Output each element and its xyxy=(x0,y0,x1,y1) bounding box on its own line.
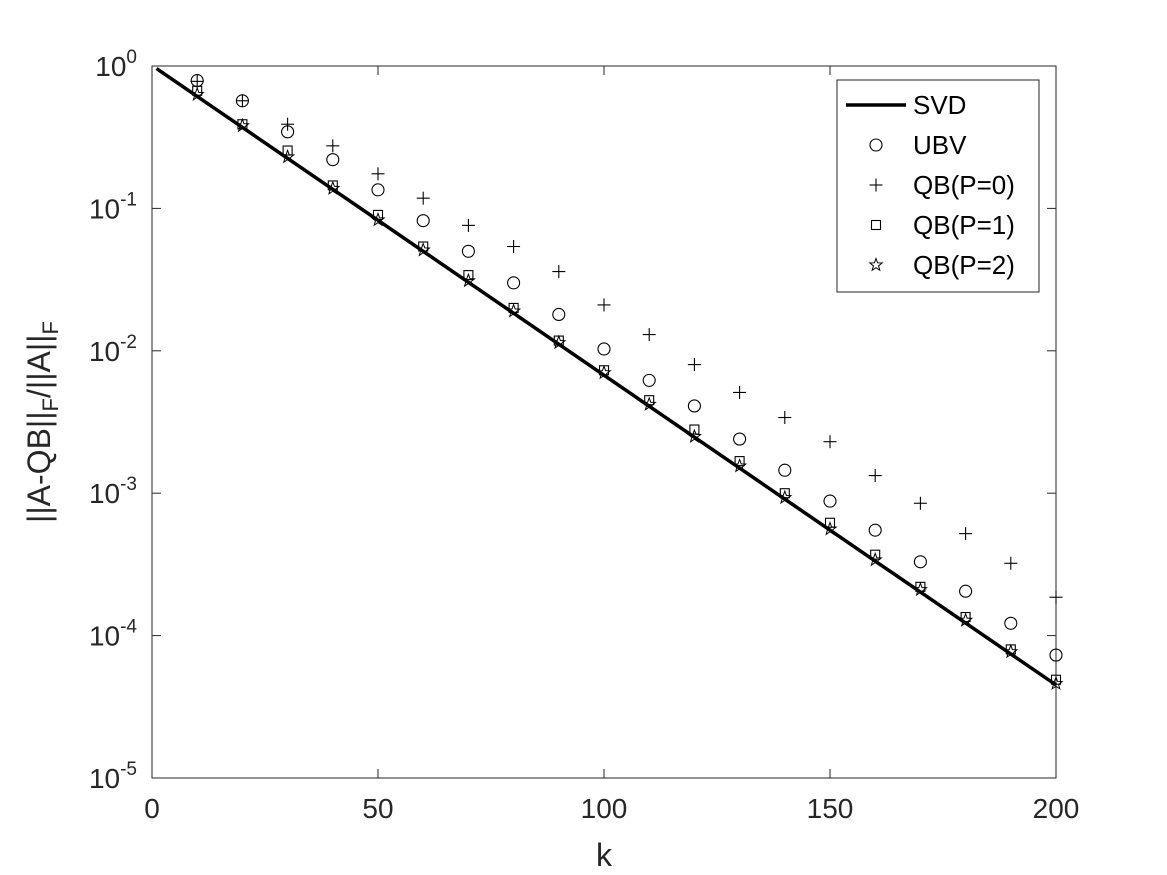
ubv-point xyxy=(507,276,521,290)
ubv-point xyxy=(868,523,882,537)
qb-p-0-point xyxy=(326,139,340,153)
legend-item-qb-p-0: QB(P=0) xyxy=(869,170,1015,200)
qb-p-0-point xyxy=(281,117,295,131)
qb-p-0-point xyxy=(733,385,747,399)
ubv-point xyxy=(913,555,927,569)
ubv-point xyxy=(642,373,656,387)
legend-item-ubv: UBV xyxy=(869,130,967,160)
qb-p-0-point xyxy=(416,191,430,205)
qb-p-0-point xyxy=(868,469,882,483)
y-tick-label: 10-3 xyxy=(89,474,137,509)
series-qb-p-0 xyxy=(190,74,1063,604)
qb-p-0-point xyxy=(552,265,566,279)
qb-p-0-point xyxy=(959,527,973,541)
legend-label: SVD xyxy=(913,90,966,120)
ubv-point xyxy=(778,463,792,477)
legend-item-svd: SVD xyxy=(846,90,966,120)
ubv-point xyxy=(687,399,701,413)
series-layer xyxy=(155,67,1064,691)
legend-item-qb-p-1: QB(P=1) xyxy=(870,210,1015,240)
qb-p-0-point xyxy=(687,358,701,372)
y-tick-label: 100 xyxy=(95,47,137,82)
legend-label: QB(P=2) xyxy=(913,250,1015,280)
ubv-point xyxy=(733,432,747,446)
svd-line xyxy=(155,67,1057,687)
x-tick-label: 200 xyxy=(1033,793,1080,824)
y-tick-label: 10-2 xyxy=(89,332,137,367)
ubv-point xyxy=(597,342,611,356)
legend-swatch xyxy=(870,219,882,231)
qb-p-0-point xyxy=(913,496,927,510)
qb-p-0-point xyxy=(1049,590,1063,604)
y-axis-label: ||A-QB||F/||A||F xyxy=(21,321,63,523)
qb-p-1-point xyxy=(734,456,745,467)
x-tick-label: 100 xyxy=(581,793,628,824)
qb-p-1-point xyxy=(282,145,293,156)
ubv-point xyxy=(1049,648,1063,662)
ubv-point xyxy=(416,214,430,228)
y-axis-label-text: ||A-QB||F/||A||F xyxy=(21,321,63,523)
y-tick-label: 10-5 xyxy=(89,759,137,794)
qb-p-0-point xyxy=(371,167,385,181)
legend-label: UBV xyxy=(913,130,967,160)
ubv-point xyxy=(461,244,475,258)
qb-p-1-point xyxy=(463,270,474,281)
qb-p-0-point xyxy=(1004,556,1018,570)
axis-tick-labels: 0 50 100 150 200 100 10-1 10-2 10-3 10-4 10-5 xyxy=(89,47,1079,824)
y-tick-label: 10-1 xyxy=(89,189,137,224)
qb-p-0-point xyxy=(235,94,249,108)
qb-p-0-point xyxy=(190,74,204,88)
ubv-point xyxy=(552,307,566,321)
ubv-point xyxy=(823,494,837,508)
qb-p-0-point xyxy=(597,298,611,312)
legend: SVD UBV QB(P=0) QB(P=1) QB(P=2) xyxy=(836,79,1040,293)
legend-swatch xyxy=(869,178,883,192)
legend-label: QB(P=1) xyxy=(913,210,1015,240)
axis-ticks xyxy=(151,65,1057,779)
legend-box xyxy=(836,79,1040,293)
legend-swatch xyxy=(869,138,883,152)
legend-item-qb-p-2: QB(P=2) xyxy=(868,250,1015,280)
legend-swatch xyxy=(868,257,884,272)
ubv-point xyxy=(371,183,385,197)
x-axis-label: k xyxy=(596,837,613,873)
y-tick-label: 10-4 xyxy=(89,617,137,652)
qb-p-0-point xyxy=(507,240,521,254)
qb-p-1-point xyxy=(824,517,836,528)
qb-p-1-point xyxy=(689,424,700,435)
x-tick-label: 50 xyxy=(362,793,393,824)
x-tick-label: 150 xyxy=(807,793,854,824)
qb-p-0-point xyxy=(823,435,837,449)
legend-label: QB(P=0) xyxy=(913,170,1015,200)
qb-p-0-point xyxy=(778,411,792,425)
qb-p-0-point xyxy=(642,328,656,342)
ubv-point xyxy=(959,584,973,598)
qb-p-0-point xyxy=(461,218,475,232)
ubv-point xyxy=(1004,616,1018,630)
x-tick-label: 0 xyxy=(144,793,160,824)
ubv-point xyxy=(326,153,340,167)
series-svd xyxy=(155,67,1057,687)
